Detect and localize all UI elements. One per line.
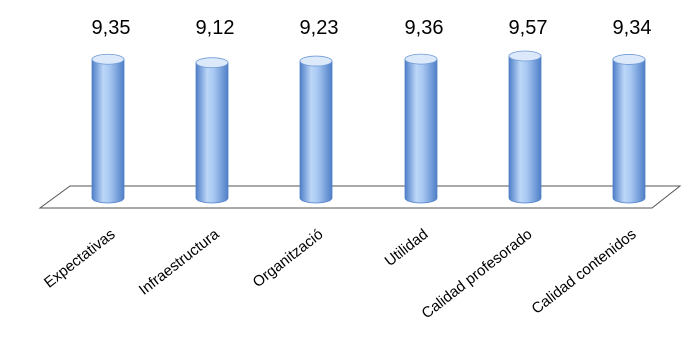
category-label: Utilidad [382,226,432,270]
category-label: Infraestructura [136,225,223,298]
bar [404,53,438,204]
data-label: 9,57 [509,17,548,39]
data-label: 9,23 [300,17,339,39]
data-label: 9,12 [196,17,235,39]
category-label: Calidad contenidos [528,226,639,318]
chart-floor [38,185,682,209]
data-label: 9,34 [613,17,652,39]
bar [508,50,542,204]
bar [91,53,125,204]
bar [612,54,646,204]
category-label: Calidad profesorado [419,226,536,323]
bar [299,55,333,204]
category-label: Expectativas [41,226,118,292]
data-label: 9,36 [405,17,444,39]
bar [195,57,229,204]
data-label: 9,35 [92,17,131,39]
category-label: Organització [250,226,327,291]
